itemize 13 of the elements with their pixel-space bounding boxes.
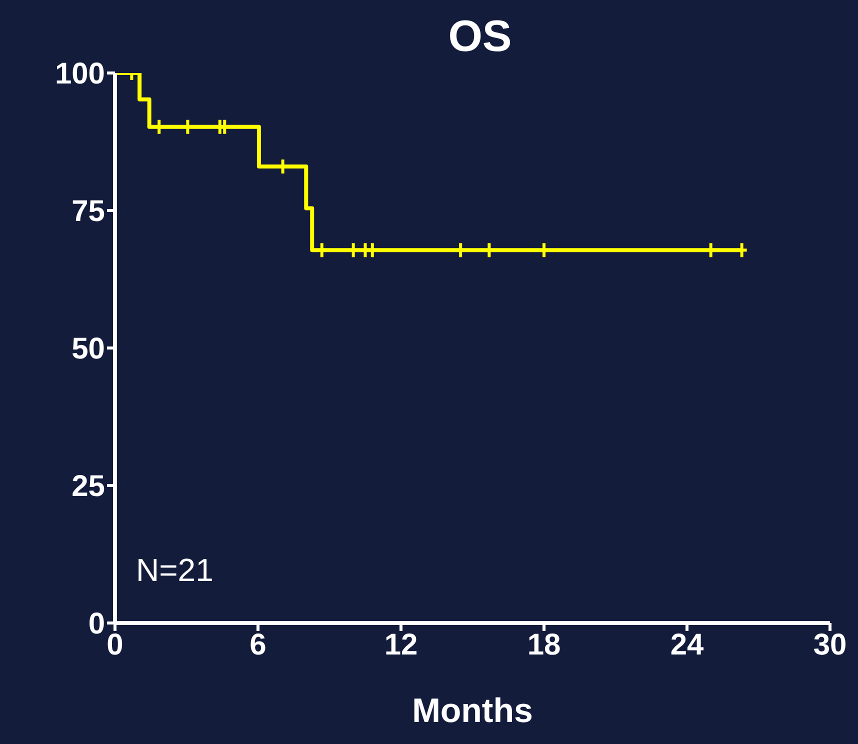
y-tick-label: 75 <box>72 195 105 228</box>
x-tick-label: 24 <box>670 628 704 662</box>
y-tick-label: 25 <box>72 470 105 504</box>
x-tick-label: 6 <box>250 628 266 662</box>
y-tick-label: 50 <box>72 332 105 366</box>
x-axis-title: Months <box>412 692 533 730</box>
chart-title: OS <box>447 12 513 62</box>
y-tick-label: 0 <box>88 608 105 641</box>
y-tick-label: 100 <box>54 58 105 91</box>
x-tick-label: 30 <box>813 628 847 662</box>
annotation: N=21 <box>136 552 214 589</box>
x-tick-label: 18 <box>527 628 561 662</box>
x-tick-label: 12 <box>384 628 418 662</box>
